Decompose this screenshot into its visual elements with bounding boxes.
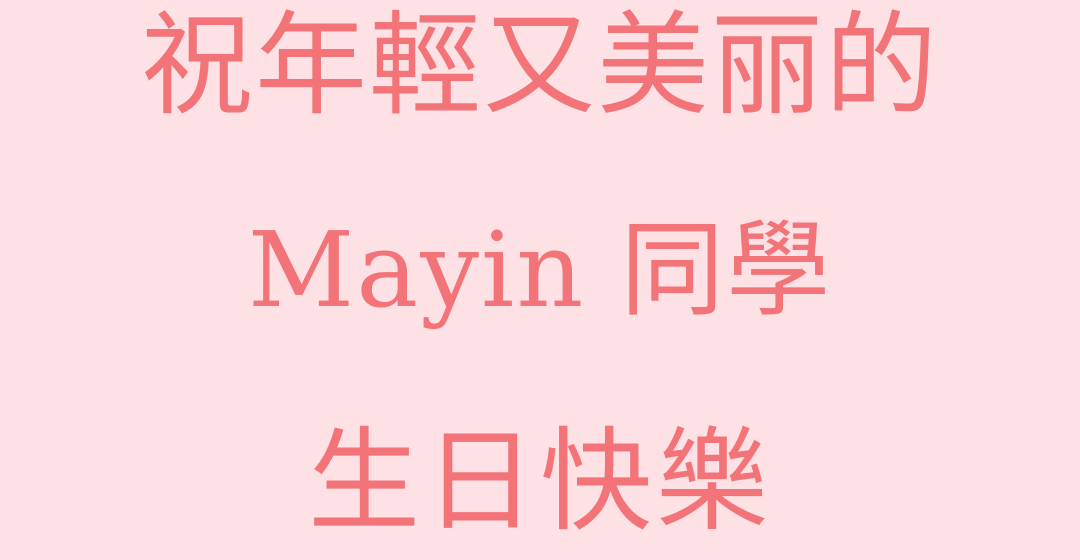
greeting-line-wish: 祝年輕又美丽的 xyxy=(141,1,939,131)
greeting-line-birthday: 生日快樂 xyxy=(308,417,772,547)
greeting-line-recipient: Mayin 同學 xyxy=(247,209,833,331)
